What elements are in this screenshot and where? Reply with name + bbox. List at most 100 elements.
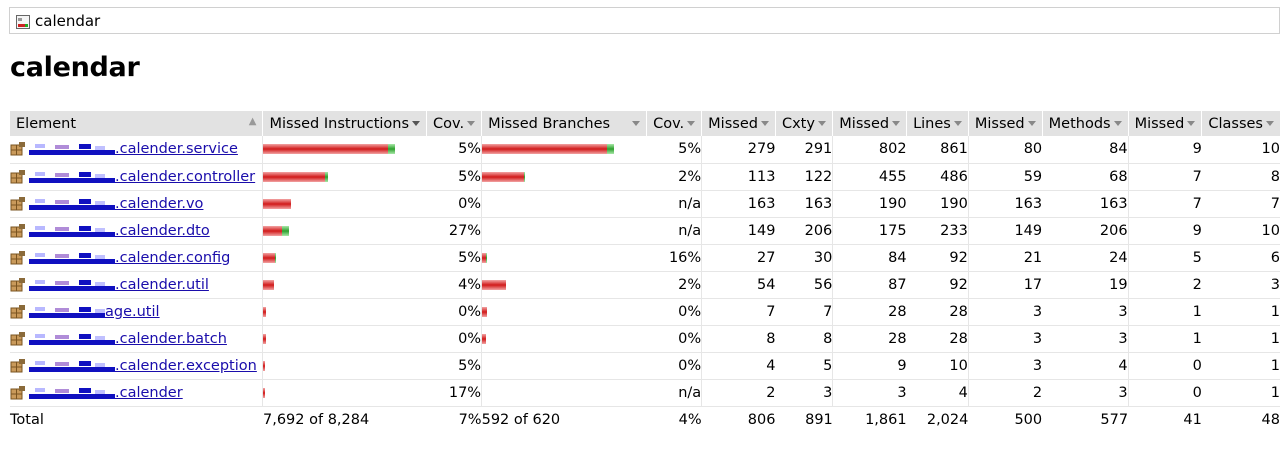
missed-cxty: 279	[701, 136, 776, 164]
redacted-block	[29, 170, 115, 184]
col-missed-branches[interactable]: Missed Branches	[481, 111, 647, 136]
missed-segment	[263, 360, 266, 371]
element-cell: .calender.exception	[10, 352, 263, 380]
table-row: .calender 17% n/a 2 3 3 4 2 3 0 1	[10, 379, 1280, 407]
missed-classes: 1	[1127, 298, 1202, 326]
package-link[interactable]: .calender.service	[115, 141, 238, 158]
col-lines[interactable]: Lines	[906, 111, 969, 136]
branch-cov: 16%	[646, 244, 702, 272]
element-cell: .calender	[10, 379, 263, 407]
col-missed-cxty[interactable]: Missed	[701, 111, 776, 136]
missed-methods: 3	[967, 325, 1043, 353]
missed-cxty: 163	[701, 190, 776, 218]
col-missed-instructions[interactable]: Missed Instructions	[262, 111, 427, 136]
missed-segment	[482, 171, 525, 182]
branch-cov: 0%	[646, 325, 702, 353]
total-instr-cov: 7%	[458, 411, 482, 428]
total-row: Total 7,692 of 8,284 7% 592 of 620 4% 80…	[10, 406, 1280, 433]
col-element[interactable]: Element ▲	[10, 111, 263, 136]
branch-bar-cell	[481, 298, 647, 326]
branch-cov: 0%	[646, 298, 702, 326]
col-missed-classes-label: Missed	[1134, 115, 1185, 132]
branch-bar-cell	[481, 244, 647, 272]
missed-lines: 87	[832, 271, 907, 299]
col-missed-lines[interactable]: Missed	[832, 111, 907, 136]
missed-classes: 5	[1127, 244, 1202, 272]
col-missed-branches-label: Missed Branches	[488, 115, 611, 132]
classes: 1	[1201, 352, 1280, 380]
col-cxty[interactable]: Cxty	[774, 111, 833, 136]
col-classes[interactable]: Classes	[1201, 111, 1280, 136]
missed-segment	[263, 333, 267, 344]
col-methods[interactable]: Methods	[1041, 111, 1129, 136]
classes: 1	[1201, 298, 1280, 326]
element-cell: age.util	[10, 298, 263, 326]
table-header-row: Element ▲ Missed Instructions Cov. Missed…	[10, 111, 1280, 136]
missed-methods: 21	[967, 244, 1043, 272]
instr-bar-cell	[262, 163, 427, 191]
package-icon	[10, 223, 26, 238]
missed-segment	[263, 144, 389, 155]
methods: 19	[1042, 271, 1129, 299]
branch-bar-cell	[481, 136, 647, 164]
sort-icon	[892, 121, 901, 126]
methods: 24	[1042, 244, 1129, 272]
instr-bar-cell	[262, 325, 427, 353]
missed-segment	[482, 333, 487, 344]
missed-lines: 455	[832, 163, 907, 191]
col-instr-cov[interactable]: Cov.	[426, 111, 482, 136]
package-icon	[10, 358, 26, 373]
missed-cxty: 27	[701, 244, 776, 272]
package-link[interactable]: .calender.batch	[115, 330, 227, 347]
covered-segment	[282, 225, 290, 236]
instr-bar-cell	[262, 271, 427, 299]
element-cell: .calender.dto	[10, 217, 263, 245]
package-link[interactable]: .calender.config	[115, 249, 231, 266]
classes: 7	[1201, 190, 1280, 218]
methods: 206	[1042, 217, 1129, 245]
col-missed-methods[interactable]: Missed	[967, 111, 1043, 136]
lines: 10	[906, 352, 969, 380]
missed-segment	[482, 279, 507, 290]
covered-segment	[486, 252, 488, 263]
package-link[interactable]: .calender.vo	[115, 195, 204, 212]
instructions-bar	[263, 198, 426, 209]
branch-cov: 2%	[646, 271, 702, 299]
breadcrumb: calendar	[9, 7, 1280, 34]
methods: 163	[1042, 190, 1129, 218]
lines: 486	[906, 163, 969, 191]
package-link[interactable]: .calender	[115, 384, 183, 401]
missed-methods: 2	[967, 379, 1043, 407]
lines: 92	[906, 244, 969, 272]
instr-cov: 5%	[426, 244, 482, 272]
coverage-table: Element ▲ Missed Instructions Cov. Missed…	[10, 111, 1280, 433]
package-link[interactable]: .calender.controller	[115, 168, 256, 185]
col-missed-classes[interactable]: Missed	[1127, 111, 1202, 136]
methods: 3	[1042, 379, 1129, 407]
missed-cxty: 7	[701, 298, 776, 326]
instructions-bar	[263, 144, 426, 155]
package-link[interactable]: .calender.exception	[115, 357, 257, 374]
lines: 28	[906, 325, 969, 353]
col-methods-label: Methods	[1048, 115, 1111, 132]
instr-cov: 0%	[426, 325, 482, 353]
total-classes: 48	[1261, 411, 1280, 428]
package-icon	[10, 250, 26, 265]
package-link[interactable]: age.util	[105, 303, 160, 320]
total-missed-lines: 1,861	[865, 411, 907, 428]
sort-icon	[467, 121, 476, 126]
breadcrumb-label[interactable]: calendar	[35, 11, 101, 30]
branches-bar	[482, 306, 647, 317]
instr-bar-cell	[262, 352, 427, 380]
redacted-block	[29, 305, 105, 319]
package-link[interactable]: .calender.util	[115, 276, 209, 293]
col-lines-label: Lines	[913, 115, 951, 132]
table-row: .calender.config 5% 16% 27 30 84 92 21 24 5 6	[10, 244, 1280, 272]
package-link[interactable]: .calender.dto	[115, 222, 210, 239]
branch-cov: 2%	[646, 163, 702, 191]
col-branch-cov[interactable]: Cov.	[646, 111, 702, 136]
instr-bar-cell	[262, 217, 427, 245]
missed-classes: 9	[1127, 217, 1202, 245]
total-branch-cov: 4%	[678, 411, 702, 428]
package-icon	[10, 331, 26, 346]
